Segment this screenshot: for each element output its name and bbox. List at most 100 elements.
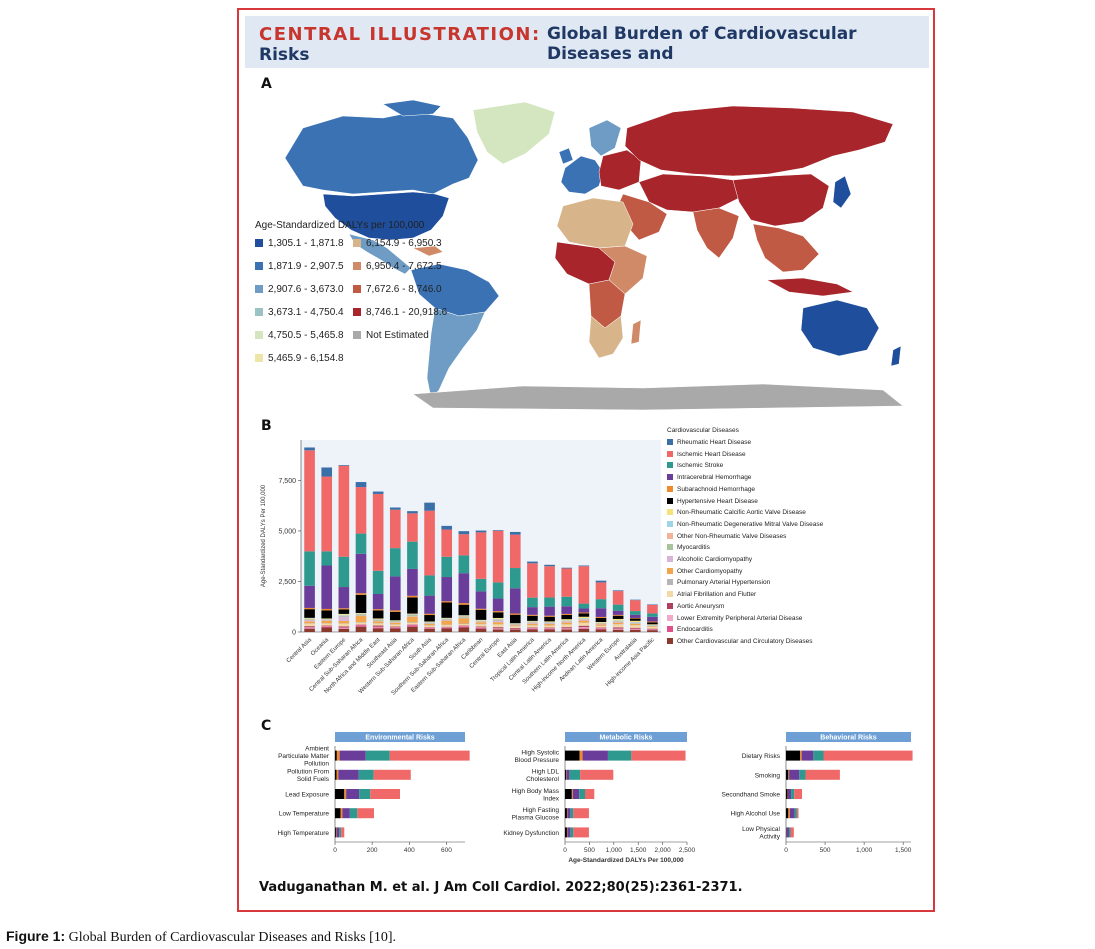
bar-segment [612,622,624,625]
map-legend-swatch [255,285,263,293]
map-central-asia [638,173,740,213]
bar-segment [544,628,555,629]
risk-bar-segment [786,750,801,761]
cvd-legend-swatch [667,497,673,504]
bar-segment [595,608,607,617]
map-usa [322,191,450,241]
map-legend-swatch [353,239,361,247]
bar-segment [629,623,641,626]
risk-bar-segment [794,789,803,799]
risk-bar-segment [335,750,337,761]
bar-segment [578,613,590,617]
cvd-legend-label: Intracerebral Hemorrhage [677,474,752,482]
cvd-legend-swatch [667,474,673,481]
risk-bar-segment [339,750,366,761]
bar-segment [458,624,470,626]
cvd-legend-swatch [667,602,673,609]
bar-segment [509,613,521,615]
bar-segment [629,625,641,628]
cvd-legend-item: Other Cardiomyopathy [667,567,742,575]
risk-bar-segment [566,769,570,780]
map-legend-label: 6,154.9 - 6,950.3 [366,238,442,249]
risk-bar-segment [607,750,632,761]
bar-segment [647,622,658,625]
map-legend-label: 7,672.6 - 8,746.0 [366,284,442,295]
map-antarctica [412,383,904,411]
bar-segment [372,609,384,611]
risk-bar-segment [790,827,794,838]
panel-c-letter: C [261,718,272,734]
bar-segment [475,627,487,629]
risk-panel-header [786,732,911,742]
cvd-legend-label: Subarachnoid Hemorrhage [677,485,756,493]
cvd-legend-label: Hypertensive Heart Disease [677,497,758,505]
cvd-legend-label: Lower Extremity Peripheral Arterial Dise… [677,614,803,622]
bar-segment [509,534,521,569]
bar-segment [595,580,607,583]
risk-bar-segment [580,769,614,780]
y-tick-label: 7,500 [278,478,296,485]
bar-segment [595,617,607,622]
map-legend-swatch [255,262,263,270]
bar-segment [458,627,470,632]
map-uk [558,147,574,165]
map-legend-item: 1,305.1 - 1,871.8 [255,238,344,249]
bar-segment [441,625,453,627]
bar-segment [475,532,487,579]
bar-segment [544,597,555,607]
cvd-legend-item: Non-Rheumatic Calcific Aortic Valve Dise… [667,509,806,516]
risk-bar-segment [349,808,358,819]
bar-segment [372,618,384,620]
bar-segment [527,627,538,629]
bar-segment [389,622,401,625]
bar-segment [389,509,401,549]
cvd-legend-item: Other Cardiovascular and Circulatory Dis… [667,637,812,645]
bar-segment [475,619,487,621]
risk-category-label: Pollution From [287,769,329,776]
bar-segment [372,610,384,619]
bar-segment [321,627,333,632]
bar-segment [595,628,607,630]
risk-bar-segment [341,827,345,838]
cvd-legend-swatch [667,462,673,469]
risk-bar-segment [573,827,589,838]
bar-segment [509,568,521,589]
x-tick-label: 0 [333,847,337,854]
bar-segment [561,620,573,621]
risk-category-label: Cholesterol [526,776,559,783]
bar-segment [595,624,607,626]
bar-segment [629,614,641,618]
risk-panel: Environmental Risks 0 200 400 600 AmbientPart… [277,732,470,854]
cvd-legend-label: Pulmonary Arterial Hypertension [677,579,771,587]
bar-segment [458,534,470,556]
cvd-legend-swatch [667,567,673,574]
risk-bar-segment [791,789,795,799]
bar-segment [578,566,590,604]
risk-category-label: Secondhand Smoke [721,792,780,799]
bar-segment [544,606,555,616]
bar-segment [321,620,333,624]
bar-segment [389,621,401,623]
risk-bar-segment [342,808,350,819]
bar-segment [527,625,538,628]
risk-bar-segment [786,789,788,799]
risk-panel-header [335,732,465,742]
bar-segment [321,623,333,626]
bar-segment [304,607,315,610]
risk-bar-segment [570,827,574,838]
bar-segment [629,621,641,623]
x-tick-label: 2,000 [654,847,671,854]
map-legend-item: 6,154.9 - 6,950.3 [353,238,442,249]
cvd-legend-swatch [667,579,673,586]
bar-segment [544,629,555,632]
map-south-america-north [410,263,500,317]
bar-segment [544,625,555,628]
cvd-legend-swatch [667,614,673,621]
risk-category-label: High LDL [532,769,559,776]
risk-bar-segment [799,769,806,780]
bar-segment [544,627,555,629]
bar-segment [527,607,538,615]
bar-segment [492,617,504,619]
bar-segment [544,566,555,598]
risk-bar-segment [338,769,359,780]
